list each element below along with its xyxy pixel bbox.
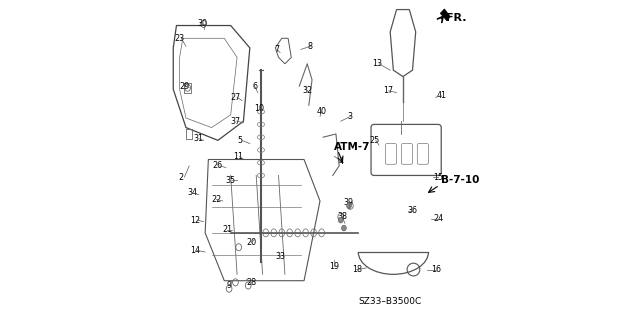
Text: 38: 38 — [337, 212, 348, 221]
Text: 22: 22 — [211, 195, 221, 204]
Text: 16: 16 — [431, 265, 442, 274]
Text: 15: 15 — [433, 173, 443, 182]
Ellipse shape — [342, 225, 346, 231]
Text: 18: 18 — [352, 265, 362, 274]
Text: 4: 4 — [338, 157, 343, 166]
Text: 27: 27 — [230, 93, 241, 102]
Text: ATM-7: ATM-7 — [334, 142, 371, 152]
Ellipse shape — [339, 217, 343, 223]
Text: B-7-10: B-7-10 — [441, 175, 479, 185]
Text: 21: 21 — [223, 225, 232, 234]
Text: 39: 39 — [344, 198, 354, 207]
Text: 3: 3 — [348, 112, 353, 121]
Text: 25: 25 — [369, 136, 380, 145]
Text: 8: 8 — [308, 42, 313, 51]
Text: SZ33–B3500C: SZ33–B3500C — [358, 297, 422, 306]
Text: 24: 24 — [433, 214, 443, 223]
Text: 36: 36 — [408, 206, 417, 215]
Text: 2: 2 — [179, 173, 184, 182]
Text: 30: 30 — [197, 19, 207, 28]
Text: 23: 23 — [175, 34, 185, 43]
Text: 7: 7 — [275, 45, 280, 54]
Text: 11: 11 — [234, 152, 244, 161]
Text: 41: 41 — [436, 91, 446, 100]
Text: 20: 20 — [246, 238, 257, 247]
Text: 13: 13 — [372, 59, 383, 68]
Text: 9: 9 — [227, 281, 232, 290]
Text: 28: 28 — [246, 278, 257, 287]
Text: 31: 31 — [194, 134, 204, 143]
Text: 33: 33 — [275, 252, 285, 261]
Polygon shape — [440, 9, 450, 21]
Text: 35: 35 — [226, 176, 236, 185]
Ellipse shape — [347, 203, 351, 209]
Text: 32: 32 — [302, 86, 312, 95]
Text: 17: 17 — [383, 86, 394, 95]
Text: 10: 10 — [254, 104, 264, 113]
Text: FR.: FR. — [446, 12, 467, 23]
Text: 6: 6 — [252, 82, 257, 91]
Text: 29: 29 — [179, 82, 189, 91]
Text: 5: 5 — [237, 136, 243, 145]
Text: 14: 14 — [191, 246, 200, 255]
Text: 26: 26 — [213, 161, 223, 170]
Text: 19: 19 — [330, 262, 339, 271]
Text: 40: 40 — [317, 107, 326, 116]
Text: 37: 37 — [230, 117, 241, 126]
Text: 34: 34 — [188, 189, 197, 197]
Text: 12: 12 — [191, 216, 201, 225]
